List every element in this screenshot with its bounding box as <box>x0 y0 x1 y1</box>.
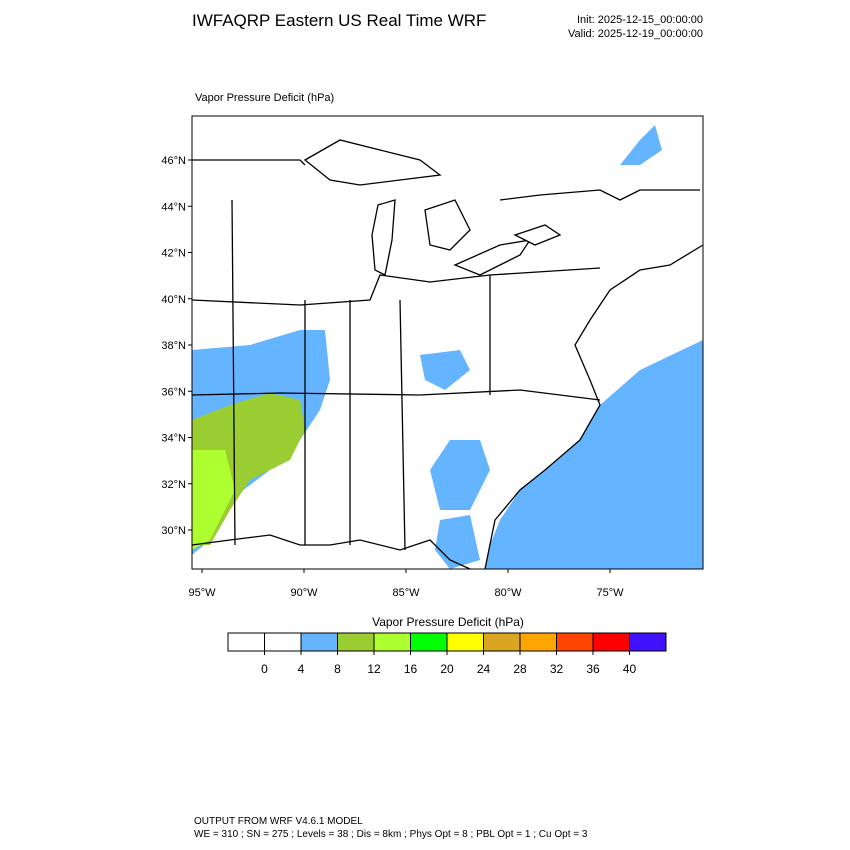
lat-label: 46°N <box>161 155 186 167</box>
coastline <box>484 244 704 570</box>
init-time: Init: 2025-12-15_00:00:00 <box>577 14 703 26</box>
lat-label: 42°N <box>161 248 186 260</box>
lon-label: 90°W <box>290 587 318 599</box>
lake <box>303 139 442 186</box>
footer-line: WE = 310 ; SN = 275 ; Levels = 38 ; Dis … <box>194 829 588 840</box>
shaded-area <box>430 440 490 510</box>
lake <box>371 199 396 276</box>
colorbar-tick-label: 28 <box>513 662 527 676</box>
colorbar-tick-label: 0 <box>261 662 268 676</box>
shaded-area <box>420 350 470 390</box>
colorbar-box <box>264 632 302 652</box>
lat-label: 30°N <box>161 525 186 537</box>
colorbar-box <box>446 632 484 652</box>
colorbar-tick-label: 4 <box>298 662 305 676</box>
lake <box>424 199 471 251</box>
lon-label: 95°W <box>188 587 216 599</box>
map <box>191 115 704 570</box>
colorbar-tick-label: 16 <box>404 662 418 676</box>
colorbar-tick-label: 12 <box>367 662 381 676</box>
colorbar-title: Vapor Pressure Deficit (hPa) <box>372 615 524 629</box>
border <box>231 199 236 546</box>
colorbar-box <box>519 632 557 652</box>
colorbar-box <box>556 632 594 652</box>
lake <box>513 224 562 246</box>
colorbar-tick-label: 36 <box>586 662 600 676</box>
colorbar-box <box>629 632 667 652</box>
valid-time: Valid: 2025-12-19_00:00:00 <box>568 28 703 40</box>
colorbar-tick-label: 8 <box>334 662 341 676</box>
coastline <box>191 534 471 570</box>
colorbar-tick-label: 20 <box>440 662 454 676</box>
border <box>191 389 601 401</box>
lat-label: 34°N <box>161 433 186 445</box>
lat-label: 36°N <box>161 386 186 398</box>
colorbar-tick-label: 40 <box>623 662 637 676</box>
shaded-area <box>485 340 703 569</box>
colorbar-box <box>337 632 375 652</box>
border <box>499 189 700 201</box>
colorbar-tick-label: 32 <box>550 662 564 676</box>
border <box>399 299 406 551</box>
colorbar-tick-label: 24 <box>477 662 491 676</box>
border <box>192 159 306 166</box>
field-label: Vapor Pressure Deficit (hPa) <box>195 92 334 104</box>
footer-line: OUTPUT FROM WRF V4.6.1 MODEL <box>194 816 363 827</box>
lat-label: 44°N <box>161 201 186 213</box>
colorbar-box <box>410 632 448 652</box>
lon-label: 80°W <box>494 587 522 599</box>
lat-label: 32°N <box>161 479 186 491</box>
colorbar-box <box>483 632 521 652</box>
map-frame <box>191 115 704 570</box>
lon-label: 85°W <box>392 587 420 599</box>
lat-label: 40°N <box>161 294 186 306</box>
colorbar-box <box>227 632 265 652</box>
shaded-area <box>620 125 662 165</box>
shaded-area <box>192 450 235 550</box>
lat-label: 38°N <box>161 340 186 352</box>
colorbar-box <box>373 632 411 652</box>
colorbar-box <box>592 632 630 652</box>
lake <box>453 239 532 276</box>
lon-label: 75°W <box>596 587 624 599</box>
title: IWFAQRP Eastern US Real Time WRF <box>192 11 486 30</box>
colorbar-box <box>300 632 338 652</box>
